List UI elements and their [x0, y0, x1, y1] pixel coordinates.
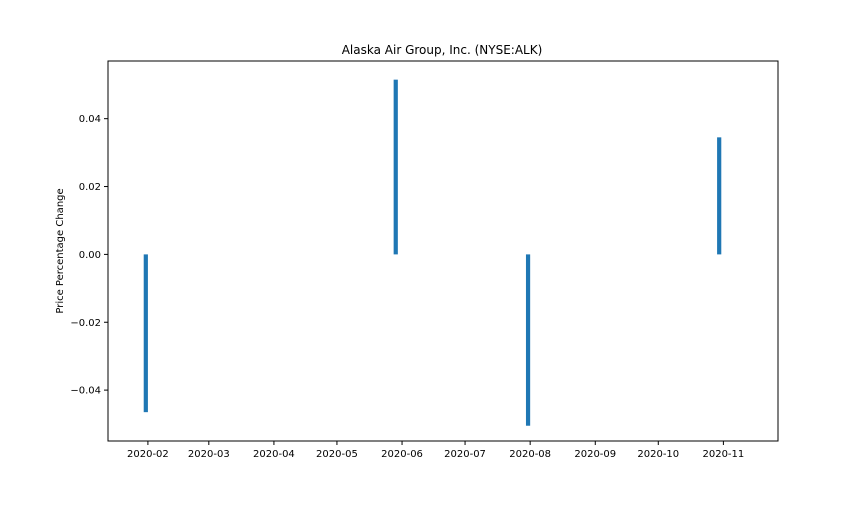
y-ticks-layer: −0.04 −0.02 0.00 0.02 0.04 [70, 114, 108, 397]
x-tick-label: 2020-06 [381, 449, 423, 460]
y-tick-label: 0.04 [79, 114, 101, 125]
plot-frame [107, 60, 779, 442]
bars-layer [143, 79, 722, 426]
x-tick-label: 2020-08 [509, 449, 551, 460]
bar [143, 254, 148, 413]
x-tick-label: 2020-09 [574, 449, 616, 460]
y-tick-label: −0.02 [70, 318, 101, 329]
x-tick-label: 2020-05 [316, 449, 358, 460]
y-tick-label: −0.04 [70, 386, 101, 397]
x-tick-label: 2020-04 [253, 449, 295, 460]
bar [393, 79, 398, 255]
x-tick-label: 2020-07 [444, 449, 486, 460]
bar [717, 137, 722, 255]
x-ticks-layer: 2020-02 2020-03 2020-04 2020-05 2020-06 2020-… [127, 441, 744, 460]
y-tick-label: 0.02 [79, 182, 101, 193]
chart-title: Alaska Air Group, Inc. (NYSE:ALK) [342, 43, 543, 57]
bar [525, 254, 531, 426]
x-tick-label: 2020-10 [637, 449, 679, 460]
x-tick-label: 2020-02 [127, 449, 169, 460]
y-tick-label: 0.00 [79, 250, 101, 261]
x-tick-label: 2020-03 [188, 449, 230, 460]
y-axis-title: Price Percentage Change [55, 188, 66, 313]
x-tick-label: 2020-11 [702, 449, 744, 460]
